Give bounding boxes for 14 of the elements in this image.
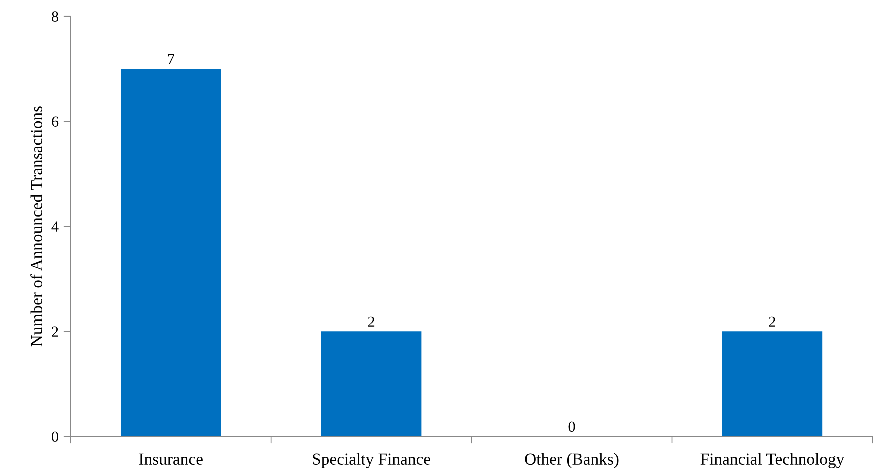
data-label: 2 xyxy=(769,316,776,327)
y-tick-label: 6 xyxy=(52,116,59,127)
y-tick-label: 2 xyxy=(52,326,58,337)
data-label: 0 xyxy=(568,422,576,432)
y-axis-title: Number of Announced Transactions xyxy=(30,106,42,347)
x-tick-label: Specialty Finance xyxy=(313,453,430,468)
y-tick-label: 4 xyxy=(52,222,59,232)
data-label: 2 xyxy=(368,316,375,327)
y-tick-label: 8 xyxy=(52,12,58,22)
x-tick-label: Other (Banks) xyxy=(525,453,619,468)
data-label: 7 xyxy=(168,54,174,64)
x-tick-label: Financial Technology xyxy=(700,453,845,468)
y-tick-label: 0 xyxy=(52,432,58,442)
x-tick-label: Insurance xyxy=(139,454,203,465)
